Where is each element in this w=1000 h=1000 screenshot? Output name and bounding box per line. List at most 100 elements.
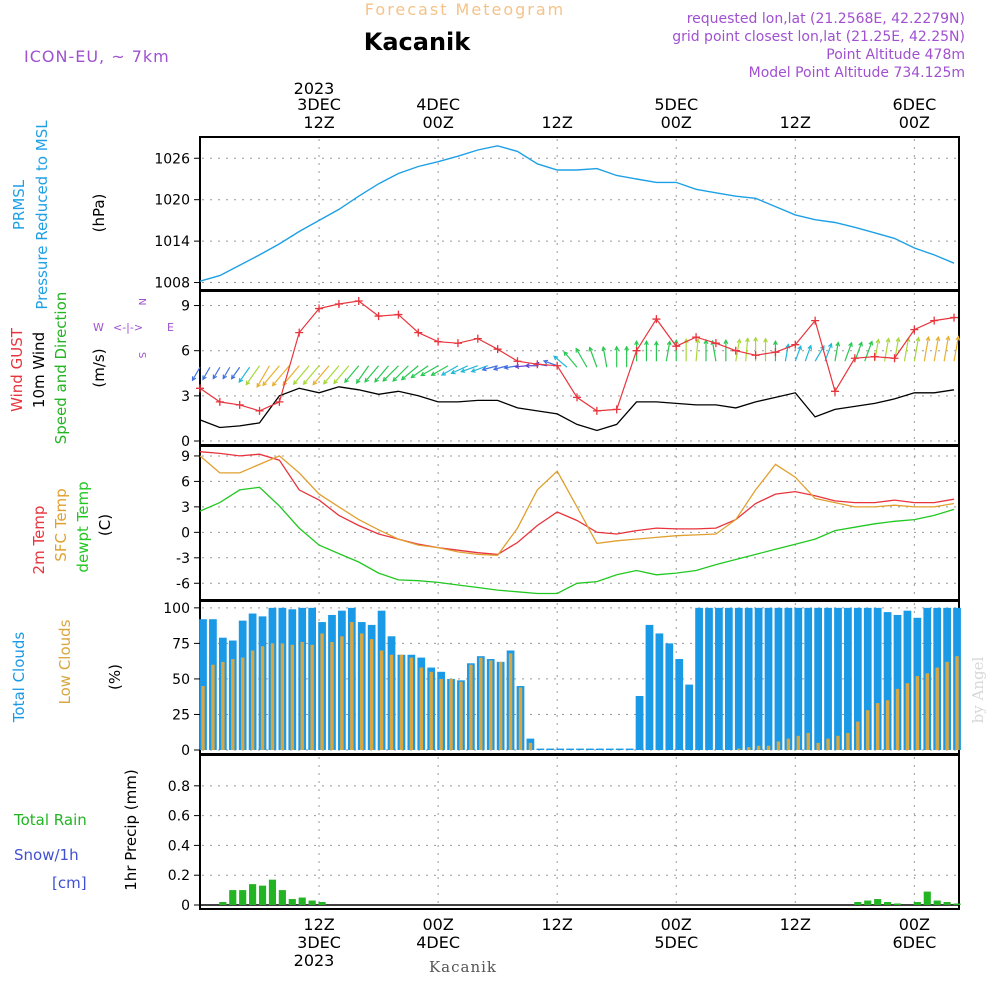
wind-direction-arrow [575,348,588,368]
low-clouds-bar [905,683,910,750]
wind-arrow-head [450,369,456,375]
wind-direction-arrow [504,365,518,369]
wind-10m-line [199,386,955,432]
grid-lines [202,139,957,907]
wind-direction-arrow [392,365,409,382]
wind-gust-marker [632,346,641,355]
wind-direction-arrow [602,346,608,368]
low-clouds-bar [836,735,840,750]
wind-gust-marker [910,325,919,334]
panel-frames [199,136,960,910]
wind-direction-arrow [431,365,449,376]
model-label: ICON-EU, ~ 7km [24,47,170,66]
model-point-altitude: Model Point Altitude 734.125m [749,65,965,81]
compass-arrow: <-|-> [113,321,143,334]
wind-gust-marker [751,351,760,360]
wind-gust-marker [473,334,482,343]
wind-arrow-head [492,366,499,371]
total-clouds-bar [576,748,584,750]
wind-arrow-head [344,378,349,384]
total-clouds-bar [546,748,555,750]
precip-snow-unit: [cm] [52,874,87,892]
total-clouds-bar [903,610,912,750]
wind-direction-arrow [231,366,241,380]
total-clouds-bar [695,607,703,750]
total-clouds-bar [834,607,842,750]
wind-gust-marker [295,328,304,337]
wind-arrow-head [400,375,406,381]
temp-2m-line [199,451,955,556]
wind-direction-arrow [933,336,940,362]
low-clouds-bar [746,747,751,750]
low-clouds-bar [429,671,433,750]
wind-gust-marker [235,400,244,409]
low-clouds-bar [737,748,741,750]
low-clouds-bar [389,654,394,750]
precip-unit: 1hr Precip (mm) [122,769,140,890]
wind-direction-arrow [344,365,360,383]
wind-gust-marker [811,316,820,325]
y-tick-label: 0.6 [168,809,190,825]
wind-direction-arrow [441,365,459,376]
total-clouds-bar [685,684,694,750]
wind-arrow-head [575,347,580,353]
total-clouds-bar [615,748,624,750]
y-tick-label: 0.2 [168,868,190,884]
wind-direction-arrow [563,351,578,368]
wind-direction-arrow [411,365,429,378]
wind-arrow-head [262,381,267,387]
low-clouds-bar [479,657,483,750]
wind-direction-arrow [923,336,930,362]
total-clouds-bar [586,748,594,750]
wind-gust-marker [573,393,582,402]
pressure-unit: (hPa) [90,194,108,233]
precip-bar [953,903,961,905]
wind-direction-arrow [711,340,717,362]
wind-arrow-head [322,379,328,385]
precip-bar [298,897,306,905]
wind-arrow-head [382,376,388,382]
wind-arrow-head [481,366,487,372]
wind-arrow-head [420,371,426,377]
low-clouds-bar [310,644,314,750]
wind-direction-arrow [695,339,699,362]
wind-arrow-head [925,335,931,342]
low-clouds-bar [885,700,890,750]
wind-arrow-head [807,344,813,350]
wind-gust-marker [731,346,740,355]
top-axis-hour-label: 12Z [303,113,334,132]
wind-arrow-head [653,340,659,346]
total-clouds-bar [873,607,882,750]
temp-sfc-label: SFC Temp [52,488,70,561]
y-axis-ticks: 10081014102010260369-6-30369025507510000… [154,151,200,914]
y-tick-label: 0.8 [168,779,190,795]
precip-bar [923,891,931,905]
wind-arrow-head [673,338,679,345]
wind-gust-marker [592,406,601,415]
wind-direction-arrow [272,365,290,387]
wind-arrow-head [797,345,802,351]
precip-bar [229,890,237,905]
precip-bar [884,902,892,905]
low-clouds-bar [300,641,304,750]
wind-direction-arrow [401,365,419,381]
low-clouds-bar [409,657,414,750]
wind-gust-marker [315,304,324,313]
wind-direction-arrow [461,365,479,373]
total-clouds-bar [853,607,862,750]
wind-arrow-head [524,363,530,369]
low-clouds-bar [508,653,513,750]
top-axis-date-label: 6DEC [892,95,936,114]
y-tick-label: 3 [181,500,190,516]
total-clouds-bar [863,607,872,750]
wind-arrow-head [666,340,672,346]
low-clouds-bar [459,681,463,750]
wind-arrow-head [460,368,466,373]
bottom-axis-hour-label: 12Z [780,915,811,934]
compass-s: S [136,352,147,358]
precip-bar [874,899,882,905]
wind-gust-marker [791,340,800,349]
low-clouds-bar [816,742,820,750]
total-clouds-bar [705,607,713,750]
